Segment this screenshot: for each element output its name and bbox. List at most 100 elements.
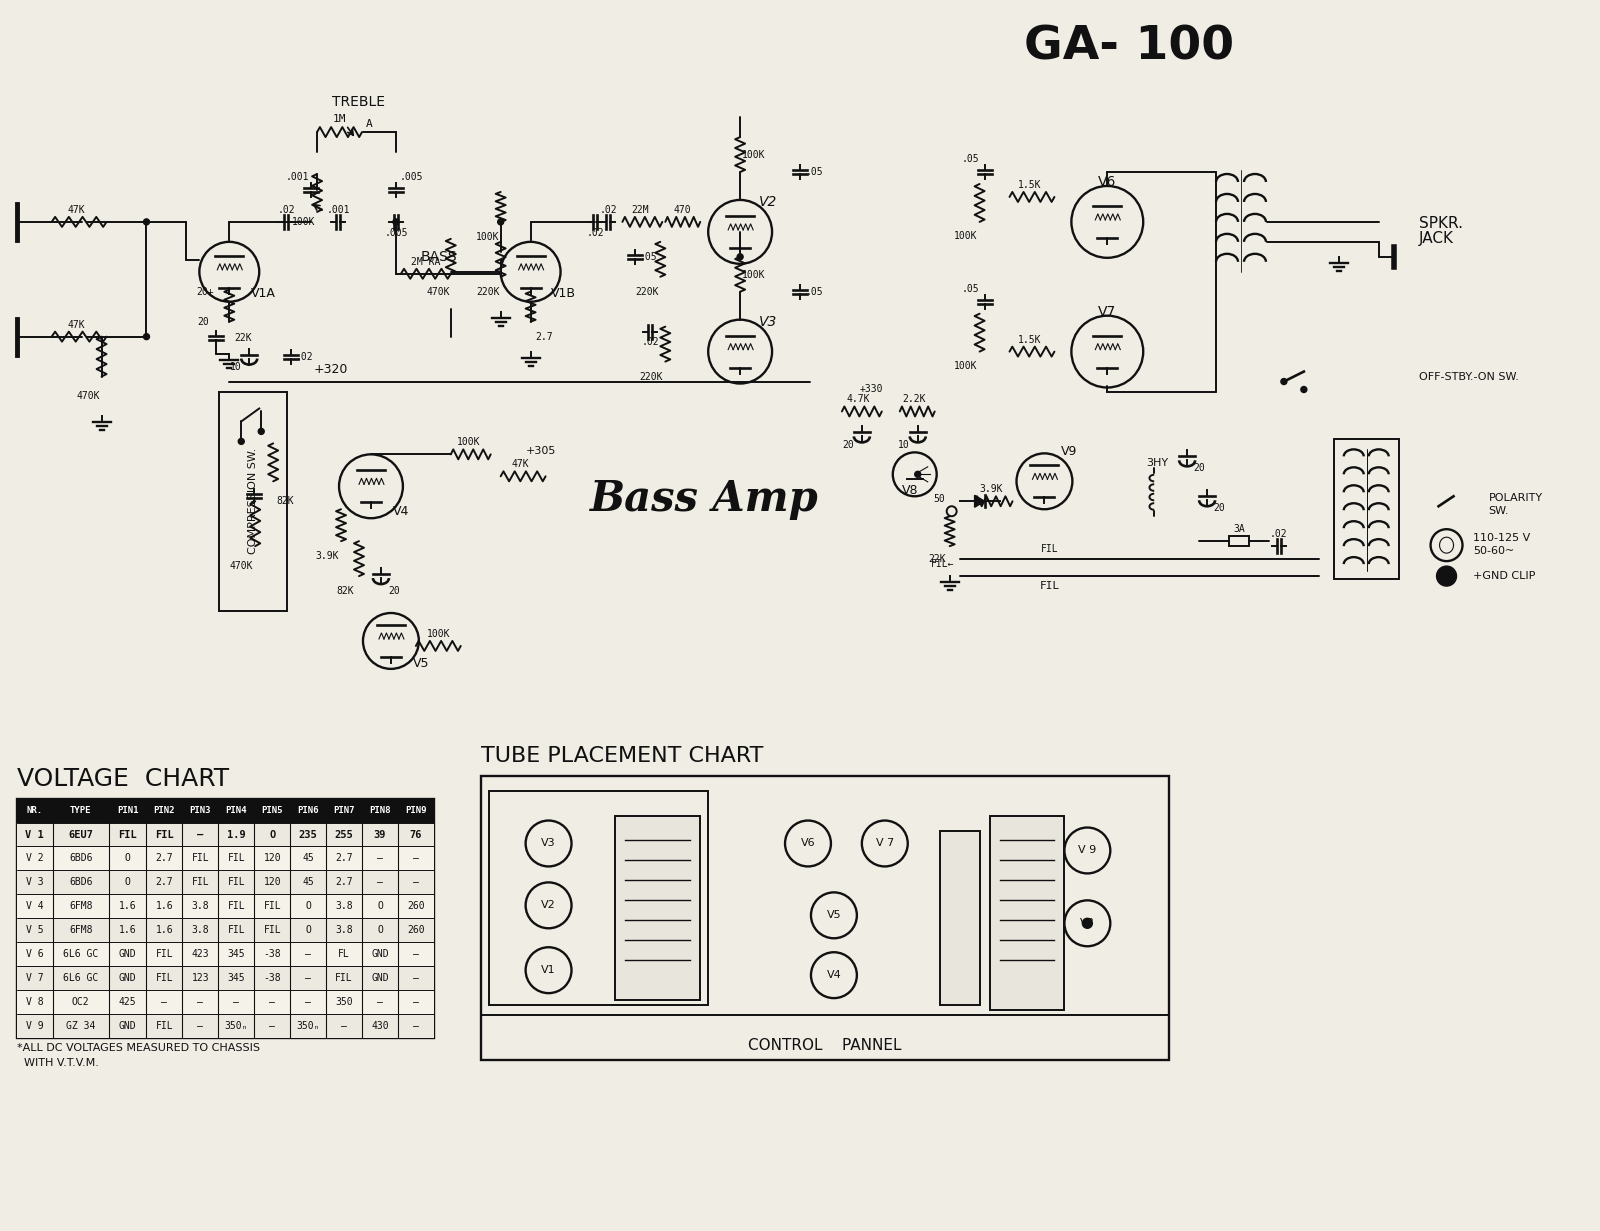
Bar: [16, 990, 434, 1014]
Text: FIL: FIL: [336, 974, 354, 984]
Text: V3: V3: [541, 838, 555, 848]
Bar: [16, 870, 434, 895]
Text: TUBE PLACEMENT CHART: TUBE PLACEMENT CHART: [480, 746, 763, 766]
Text: PIN7: PIN7: [333, 806, 355, 815]
Text: V9: V9: [1061, 444, 1077, 458]
Bar: [16, 799, 434, 822]
Text: .001: .001: [285, 172, 309, 182]
Text: —: —: [378, 878, 382, 888]
Text: 22M: 22M: [632, 204, 650, 215]
Text: SW.: SW.: [1488, 506, 1509, 516]
Text: 2.7: 2.7: [336, 853, 354, 863]
Text: FIL: FIL: [227, 878, 245, 888]
Text: 1.6: 1.6: [118, 926, 136, 936]
Text: 100K: 100K: [475, 231, 499, 241]
Text: V4: V4: [827, 970, 842, 980]
Text: 350ₙ: 350ₙ: [296, 1020, 320, 1032]
Text: V 7: V 7: [26, 974, 43, 984]
Text: 430: 430: [371, 1020, 389, 1032]
Bar: [16, 799, 434, 1038]
Bar: [989, 816, 1064, 1011]
Text: 47K: 47K: [67, 320, 85, 330]
Text: V5: V5: [413, 657, 429, 671]
Text: V1: V1: [541, 965, 555, 975]
Text: O: O: [306, 926, 310, 936]
Text: —: —: [234, 997, 240, 1007]
Text: FIL: FIL: [1040, 581, 1059, 591]
Text: 1.6: 1.6: [118, 901, 136, 911]
Text: 1.6: 1.6: [155, 901, 173, 911]
Text: V3: V3: [758, 315, 778, 329]
Text: PIN2: PIN2: [154, 806, 174, 815]
Text: GND: GND: [118, 1020, 136, 1032]
Text: CONTROL    PANNEL: CONTROL PANNEL: [749, 1038, 902, 1053]
Bar: [16, 847, 434, 870]
Bar: [1229, 537, 1250, 547]
Text: PIN8: PIN8: [370, 806, 390, 815]
Circle shape: [738, 254, 742, 260]
Text: —: —: [197, 1020, 203, 1032]
Text: 2.7: 2.7: [536, 331, 554, 342]
Text: 50: 50: [934, 495, 946, 505]
Text: 1.6: 1.6: [155, 926, 173, 936]
Text: 1.9: 1.9: [227, 830, 246, 840]
Text: 10: 10: [898, 441, 910, 451]
Text: 3.9K: 3.9K: [315, 551, 339, 561]
Text: 6EU7: 6EU7: [69, 830, 93, 840]
Text: —: —: [413, 997, 419, 1007]
Text: O: O: [306, 901, 310, 911]
Text: —: —: [413, 974, 419, 984]
Text: 100K: 100K: [954, 231, 978, 241]
Text: +GND CLIP: +GND CLIP: [1474, 571, 1536, 581]
Text: 82K: 82K: [336, 586, 354, 596]
Bar: [1334, 439, 1398, 579]
Text: —: —: [413, 853, 419, 863]
Text: 100K: 100K: [742, 270, 766, 279]
Text: 22K: 22K: [235, 332, 253, 342]
Text: VOLTAGE  CHART: VOLTAGE CHART: [16, 767, 229, 790]
Text: .05: .05: [962, 154, 979, 164]
Text: 425: 425: [118, 997, 136, 1007]
Text: 120: 120: [264, 853, 282, 863]
Text: —: —: [413, 949, 419, 959]
Text: V7: V7: [1098, 305, 1117, 319]
Circle shape: [1282, 379, 1286, 384]
Circle shape: [394, 219, 398, 225]
Circle shape: [144, 219, 149, 225]
Text: .05: .05: [640, 252, 658, 262]
Bar: [16, 822, 434, 847]
Circle shape: [1437, 566, 1456, 586]
Text: 100K: 100K: [954, 361, 978, 371]
Text: POLARITY: POLARITY: [1488, 494, 1542, 503]
Text: 6BD6: 6BD6: [69, 853, 93, 863]
Text: 235: 235: [299, 830, 317, 840]
Text: 260: 260: [406, 901, 424, 911]
Text: .005: .005: [384, 228, 408, 238]
Text: —: —: [306, 997, 310, 1007]
Text: V 1: V 1: [26, 830, 45, 840]
Text: 20: 20: [389, 586, 400, 596]
Text: .02: .02: [642, 336, 659, 347]
Text: 100K: 100K: [291, 217, 315, 227]
Text: V1A: V1A: [251, 287, 275, 300]
Circle shape: [1301, 387, 1307, 393]
Text: 2M RA: 2M RA: [411, 257, 440, 267]
Text: V1B: V1B: [550, 287, 576, 300]
Text: 100K: 100K: [427, 629, 451, 639]
Text: V8: V8: [1080, 918, 1094, 928]
Text: FIL: FIL: [227, 901, 245, 911]
Text: 1.5K: 1.5K: [1018, 335, 1042, 345]
Text: COMPRESSION SW.: COMPRESSION SW.: [248, 448, 258, 554]
Text: 470: 470: [674, 204, 691, 215]
Text: 255: 255: [334, 830, 354, 840]
Text: .05: .05: [962, 283, 979, 294]
Text: O: O: [125, 853, 131, 863]
Text: 6BD6: 6BD6: [69, 878, 93, 888]
Text: 120: 120: [264, 878, 282, 888]
Text: —: —: [197, 997, 203, 1007]
Text: —: —: [341, 1020, 347, 1032]
Bar: [939, 831, 979, 1006]
Text: 2.7: 2.7: [336, 878, 354, 888]
Text: JACK: JACK: [1419, 231, 1454, 246]
Text: WITH V.T.V.M.: WITH V.T.V.M.: [16, 1057, 99, 1069]
